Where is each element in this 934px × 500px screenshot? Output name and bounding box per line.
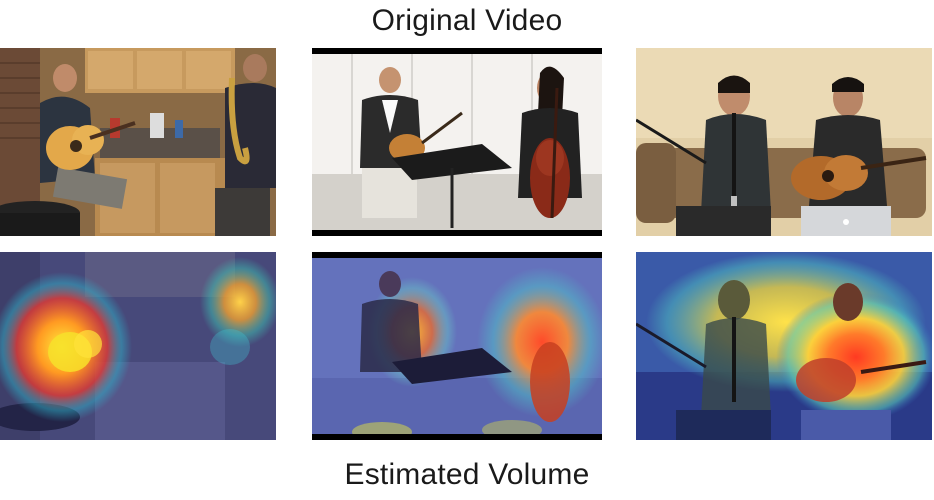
estimated-volume-caption: Estimated Volume <box>344 458 590 491</box>
original-frame-guitar-cello <box>312 48 602 236</box>
volume-heatmap-guitar-cello <box>312 252 602 440</box>
original-video-caption: Original Video <box>371 4 563 37</box>
original-frame-clarinet-guitar <box>636 48 932 236</box>
volume-heatmap-kitchen-duo <box>0 252 276 440</box>
volume-heatmap-clarinet-guitar <box>636 252 932 440</box>
original-frame-kitchen-duo <box>0 48 276 236</box>
